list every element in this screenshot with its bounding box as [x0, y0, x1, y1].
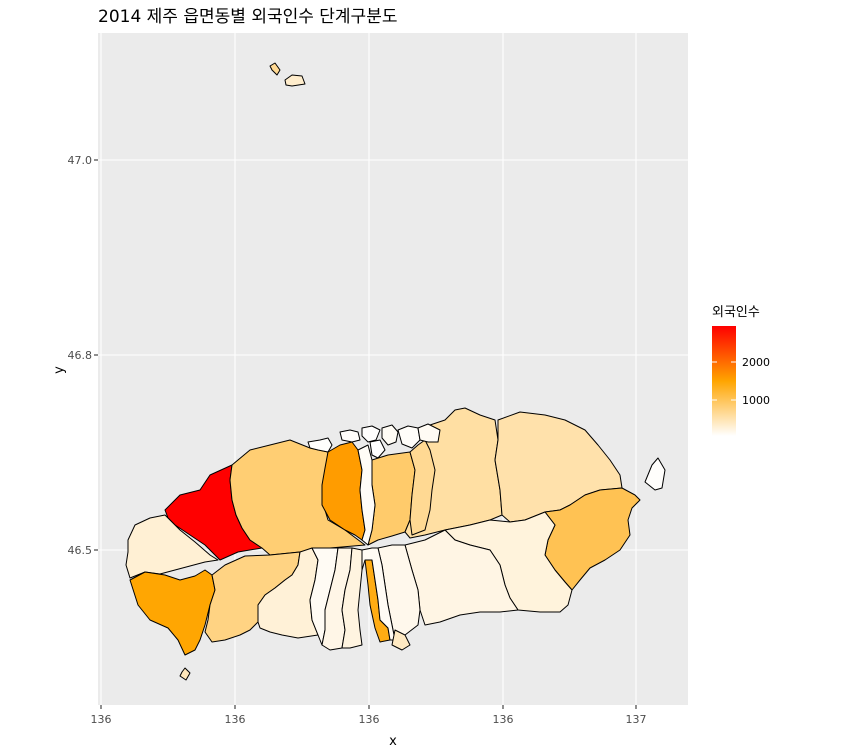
region-r4[interactable]	[129, 569, 216, 656]
legend-title: 외국인수	[712, 305, 760, 320]
y-tick-label: 47.0	[68, 154, 93, 167]
axis-tick-marks	[94, 159, 637, 709]
y-axis-labels: 47.0 46.8 46.5	[68, 154, 93, 557]
legend-colorbar	[712, 326, 736, 436]
x-tick-label: 136	[91, 713, 112, 726]
y-axis-title: y	[52, 366, 67, 374]
y-tick-label: 46.8	[68, 349, 93, 362]
region-r18[interactable]	[341, 547, 363, 649]
x-axis-labels: 136 136 136 136 137	[91, 713, 647, 726]
region-r28[interactable]	[339, 429, 361, 443]
x-tick-label: 136	[493, 713, 514, 726]
region-r2[interactable]	[125, 514, 219, 579]
x-tick-label: 137	[626, 713, 647, 726]
region-r21[interactable]	[179, 667, 191, 681]
region-r8[interactable]	[357, 444, 376, 546]
legend: 외국인수 2000 1000	[712, 305, 770, 436]
x-tick-label: 136	[225, 713, 246, 726]
region-r30[interactable]	[381, 424, 399, 446]
region-r23[interactable]	[269, 62, 281, 76]
region-r33[interactable]	[369, 439, 386, 459]
region-r24[interactable]	[644, 457, 666, 491]
regions	[125, 62, 666, 681]
region-r25[interactable]	[391, 629, 411, 651]
legend-tick-label: 1000	[742, 394, 770, 407]
region-r20[interactable]	[361, 547, 396, 641]
region-r29[interactable]	[361, 425, 381, 443]
region-r27[interactable]	[307, 437, 333, 453]
x-tick-label: 136	[359, 713, 380, 726]
chart-title: 2014 제주 읍면동별 외국인수 단계구분도	[98, 7, 397, 27]
region-r22[interactable]	[284, 74, 306, 87]
region-r3[interactable]	[229, 439, 366, 556]
legend-tick-label: 2000	[742, 356, 770, 369]
region-r32[interactable]	[417, 423, 441, 443]
y-tick-label: 46.5	[68, 544, 93, 557]
x-axis-title: x	[389, 734, 397, 749]
